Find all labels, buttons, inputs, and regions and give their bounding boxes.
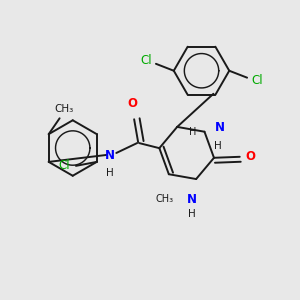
Text: O: O — [246, 150, 256, 163]
Text: Cl: Cl — [140, 54, 152, 67]
Text: CH₃: CH₃ — [156, 194, 174, 204]
Text: N: N — [214, 121, 224, 134]
Text: H: H — [188, 209, 196, 219]
Text: H: H — [106, 168, 113, 178]
Text: H: H — [189, 127, 196, 137]
Text: O: O — [127, 98, 137, 110]
Text: CH₃: CH₃ — [54, 104, 73, 114]
Text: Cl: Cl — [58, 159, 70, 172]
Text: N: N — [187, 193, 197, 206]
Text: H: H — [214, 141, 222, 151]
Text: Cl: Cl — [251, 74, 263, 87]
Text: N: N — [104, 149, 114, 162]
